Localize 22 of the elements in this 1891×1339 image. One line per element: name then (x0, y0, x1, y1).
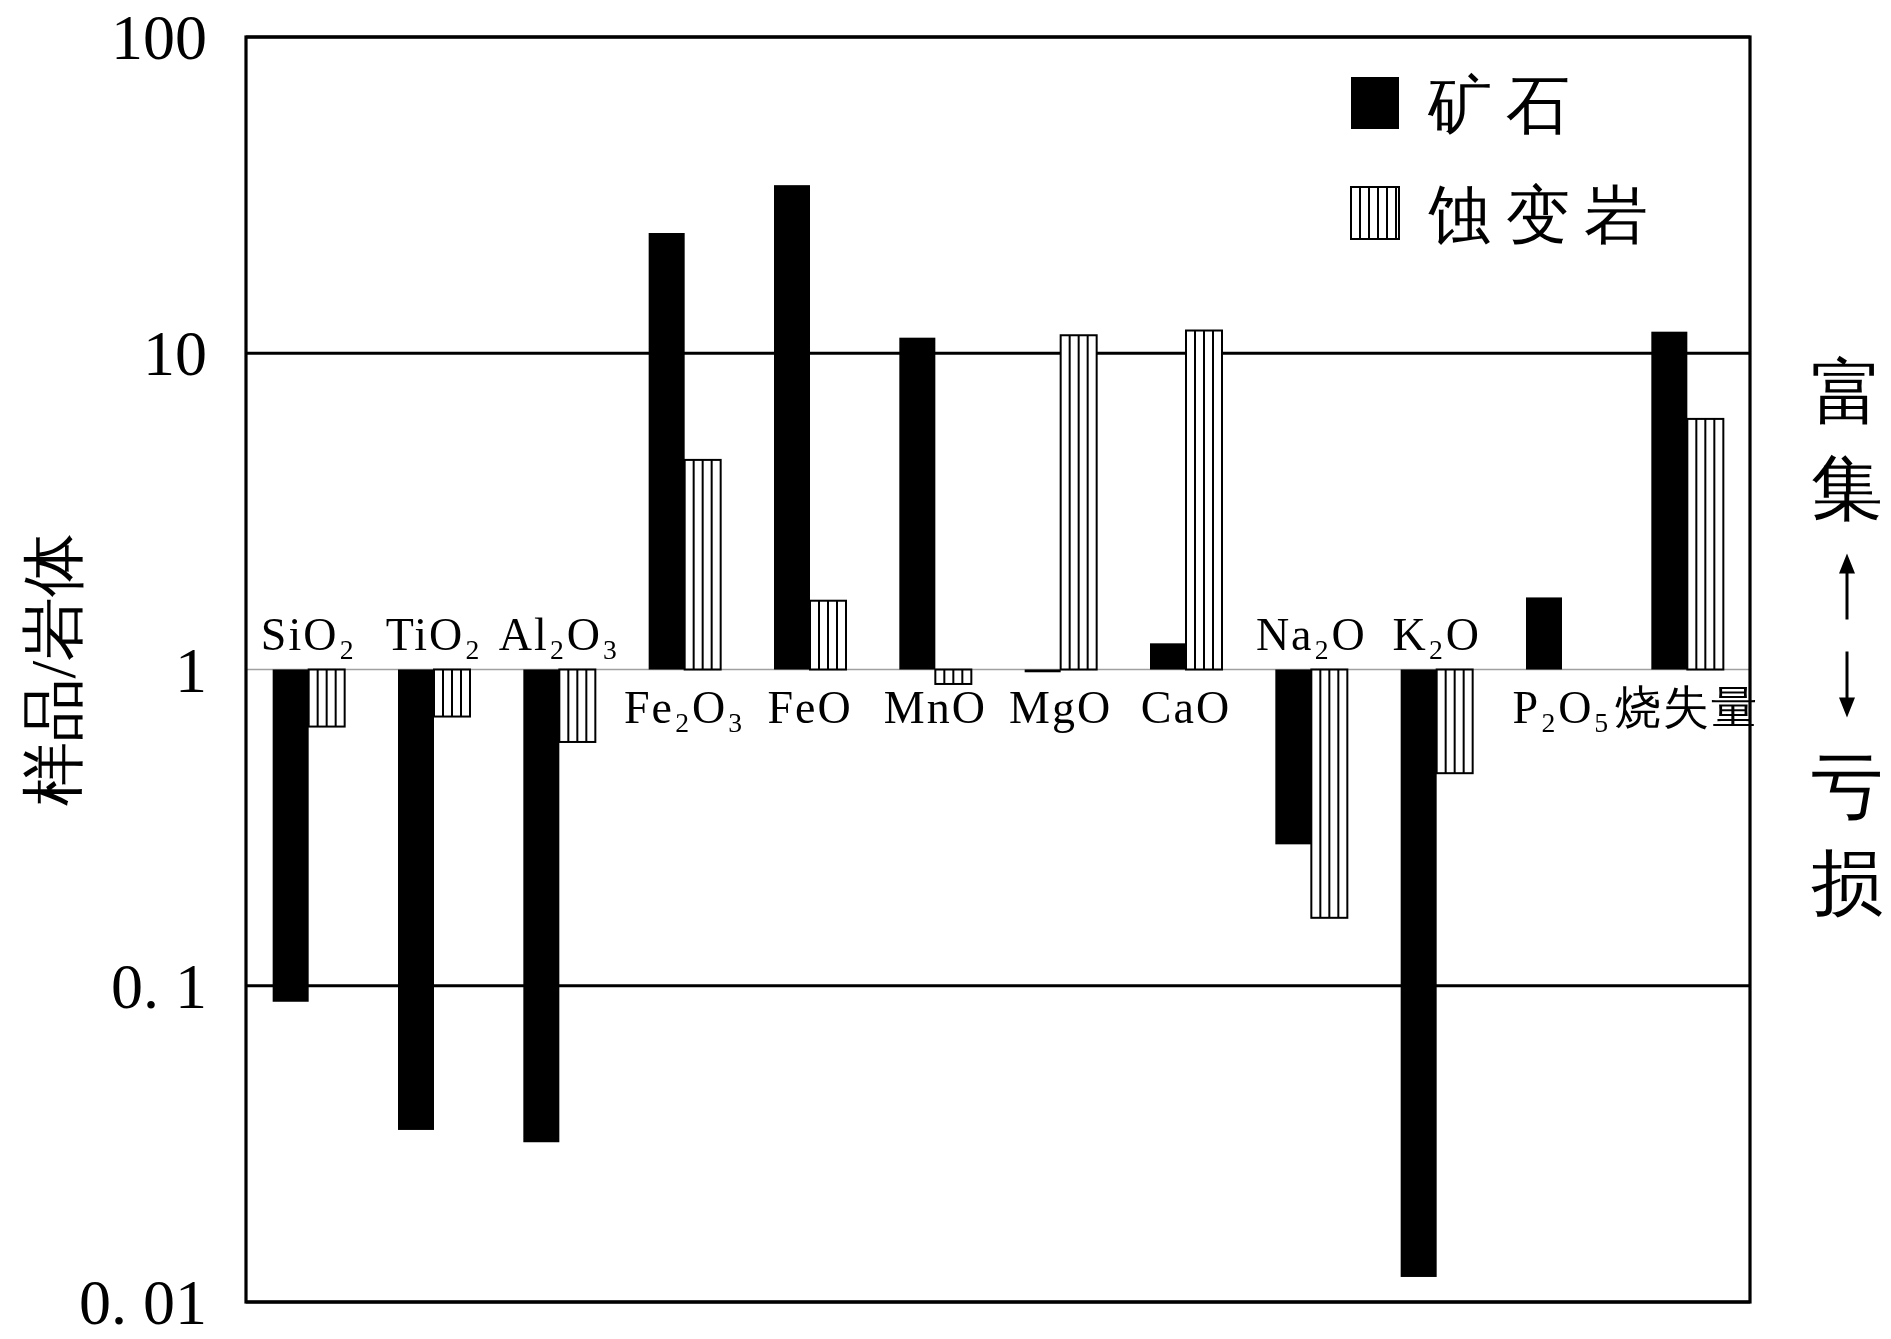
x-tick-label: MnO (883, 681, 987, 733)
y-tick-label: 10 (143, 318, 207, 390)
y-tick-label: 100 (111, 2, 207, 73)
legend-label: 蚀变岩 (1428, 180, 1662, 251)
x-tick-label: MgO (1009, 681, 1113, 733)
x-tick-label: SiO₂ (260, 608, 357, 660)
x-tick-label: Na₂O (1255, 608, 1367, 660)
x-tick-label: CaO (1140, 681, 1232, 733)
x-tick-label: TiO₂ (385, 608, 483, 660)
y-tick-label: 0. 01 (79, 1267, 207, 1338)
y-axis-title: 样品/岩体 (18, 532, 89, 807)
x-tick-label: K₂O (1392, 608, 1481, 660)
x-tick-label: Al₂O₃ (498, 608, 620, 660)
x-tick-label: Fe₂O₃ (624, 681, 746, 733)
legend-label: 矿石 (1427, 70, 1584, 141)
legend: 矿石 蚀变岩 (1350, 70, 1662, 251)
x-tick-label: P₂O₅ (1512, 681, 1612, 733)
x-tick-label: FeO (767, 681, 853, 733)
annotation: 亏损 (1811, 746, 1883, 923)
annotation: 富集 (1811, 352, 1883, 529)
y-tick-label: 0. 1 (111, 950, 207, 1022)
y-tick-label: 1 (175, 634, 207, 706)
